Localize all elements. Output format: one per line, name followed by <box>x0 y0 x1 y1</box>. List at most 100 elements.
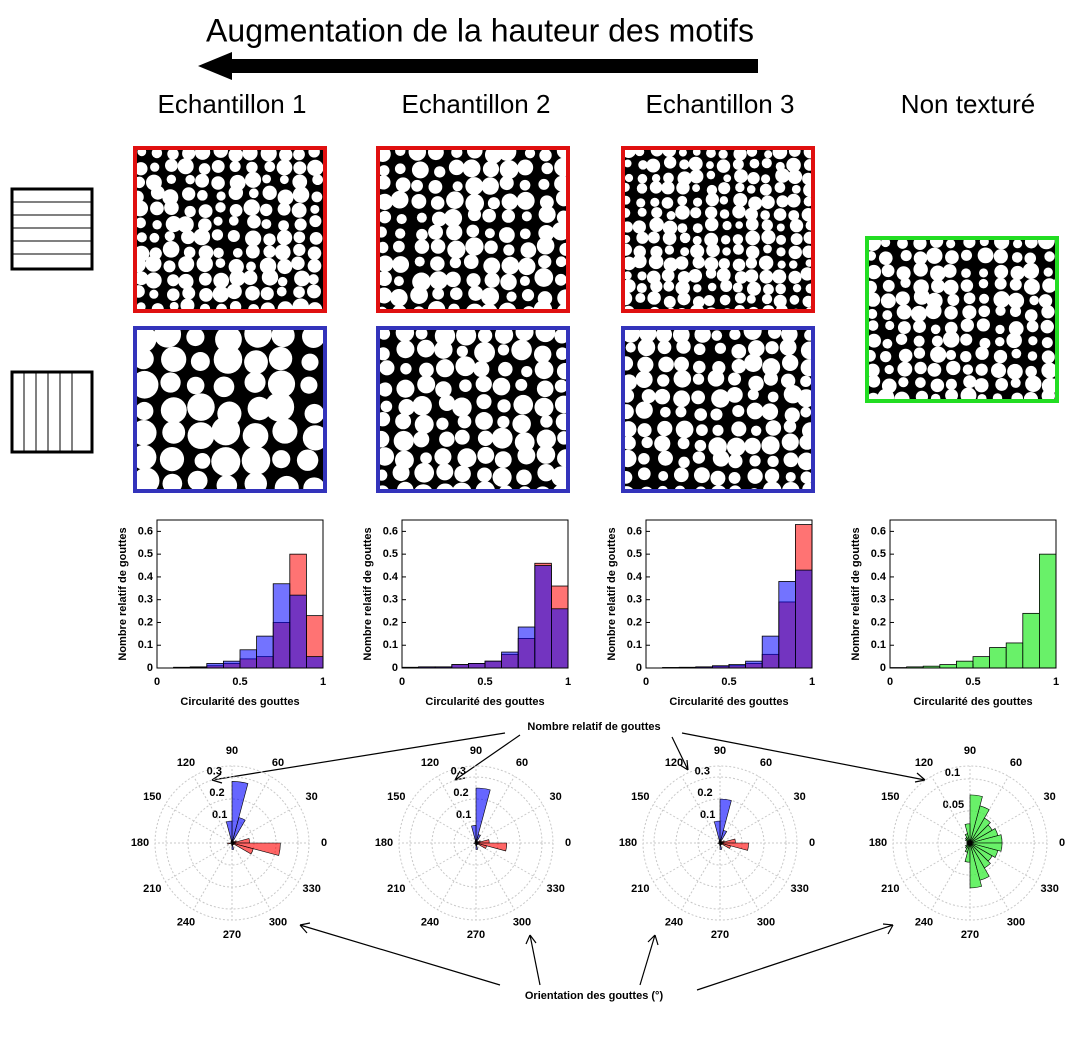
droplet <box>498 361 513 377</box>
droplet <box>263 233 276 246</box>
theta-tick-label: 120 <box>665 757 683 769</box>
droplet <box>515 328 534 342</box>
droplet <box>308 148 320 158</box>
images <box>133 146 1059 493</box>
droplet <box>378 148 391 162</box>
droplet <box>803 196 813 207</box>
droplet <box>135 190 144 204</box>
droplet <box>434 340 453 359</box>
droplet <box>310 204 320 214</box>
droplet <box>512 414 531 434</box>
droplet <box>276 159 293 176</box>
droplet <box>722 220 732 231</box>
y-tick-label: 0.4 <box>383 571 399 583</box>
rose-wedge <box>475 842 478 846</box>
droplet <box>159 446 185 472</box>
droplet <box>777 260 786 269</box>
droplet <box>454 465 471 483</box>
y-tick-label: 0.6 <box>627 525 642 537</box>
droplet <box>534 268 554 287</box>
droplet <box>475 481 496 491</box>
y-tick-label: 0 <box>880 662 886 674</box>
droplet <box>714 342 727 354</box>
droplet <box>788 148 801 157</box>
droplet <box>307 258 322 273</box>
droplet <box>679 232 691 244</box>
droplet <box>867 374 881 388</box>
droplet <box>448 159 465 176</box>
r-tick-label: 0.3 <box>451 765 466 777</box>
droplet <box>190 351 210 371</box>
droplet <box>307 159 324 177</box>
droplet <box>710 485 727 491</box>
droplet <box>551 222 568 241</box>
droplet <box>232 247 243 258</box>
droplet <box>1041 337 1053 349</box>
droplet <box>878 251 893 266</box>
droplet <box>759 183 772 196</box>
droplet <box>804 329 813 341</box>
droplet <box>913 347 926 359</box>
droplet <box>211 229 224 241</box>
droplet <box>246 261 256 272</box>
droplet <box>1025 375 1042 392</box>
droplet <box>445 271 461 288</box>
polar-spoke <box>719 842 759 910</box>
droplet <box>415 328 428 340</box>
droplet <box>623 291 633 306</box>
droplet <box>647 291 661 305</box>
droplet <box>640 486 653 491</box>
droplet <box>554 157 568 177</box>
polar-spoke <box>653 804 721 844</box>
droplet <box>194 453 211 469</box>
polar-spoke <box>231 842 271 910</box>
droplet <box>677 195 688 206</box>
droplet <box>554 175 568 192</box>
droplet <box>213 376 235 398</box>
droplet <box>446 224 463 241</box>
droplet <box>664 245 675 255</box>
theta-tick-label: 150 <box>881 791 899 803</box>
droplet <box>680 247 690 257</box>
y-tick-label: 0.6 <box>871 525 886 537</box>
theta-tick-label: 30 <box>306 791 318 803</box>
image-frame <box>621 326 815 493</box>
droplet <box>751 425 762 436</box>
droplet <box>749 455 761 467</box>
theta-tick-label: 210 <box>387 883 405 895</box>
droplet <box>518 257 536 276</box>
droplet <box>692 256 705 269</box>
bar <box>305 656 324 669</box>
droplet <box>457 448 477 468</box>
droplet <box>947 294 960 306</box>
droplet <box>732 404 745 418</box>
image-frame <box>376 326 570 493</box>
droplet <box>436 417 449 430</box>
droplet <box>536 445 556 464</box>
droplet <box>430 239 446 254</box>
droplet <box>555 413 568 431</box>
droplet <box>555 190 568 207</box>
droplet <box>691 390 706 405</box>
droplet <box>649 180 663 194</box>
polar-spoke <box>409 842 477 882</box>
droplet <box>516 469 532 486</box>
droplet <box>414 462 435 483</box>
droplet <box>1041 389 1055 401</box>
droplet <box>692 223 703 234</box>
droplet <box>963 292 976 305</box>
droplet <box>746 148 758 157</box>
droplet <box>797 452 813 471</box>
droplet <box>748 340 765 357</box>
droplet <box>733 243 744 255</box>
polar-spoke <box>193 842 233 910</box>
droplet <box>162 241 180 258</box>
droplet <box>703 294 715 307</box>
droplet <box>211 176 225 190</box>
droplet <box>420 452 432 465</box>
droplet <box>477 467 492 483</box>
droplet <box>178 273 194 290</box>
droplet <box>694 328 711 343</box>
polar-spoke <box>681 776 721 844</box>
droplet <box>261 269 279 286</box>
